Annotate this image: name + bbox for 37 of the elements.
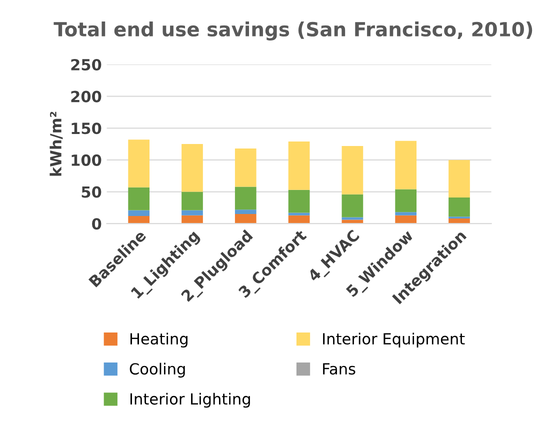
y-tick-label: 100: [72, 154, 102, 166]
bar: [182, 210, 203, 216]
bar: [342, 146, 364, 194]
bar: [128, 187, 150, 210]
y-tick-label: 200: [71, 90, 102, 102]
y-axis-title: kWh/m²: [50, 112, 63, 176]
legend-label: Cooling: [130, 362, 185, 378]
legend-label: Interior Equipment: [323, 332, 465, 348]
bar: [288, 212, 310, 216]
bar: [395, 140, 417, 190]
legend-label: Fans: [323, 363, 356, 375]
bar: [395, 215, 417, 224]
bar: [448, 198, 470, 217]
bar: [395, 212, 417, 216]
y-tick-label: 250: [71, 58, 102, 71]
y-tick-label: 150: [72, 122, 102, 134]
bar: [128, 140, 150, 188]
legend-label: Heating: [130, 332, 188, 348]
y-tick-label: 50: [82, 186, 102, 198]
bar: [182, 192, 203, 210]
bar: [234, 210, 256, 214]
bar: [128, 216, 150, 224]
bar: [234, 186, 256, 210]
legend-label: Interior Lighting: [130, 392, 250, 408]
bar: [288, 190, 310, 213]
chart-title: Total end use savings (San Francisco, 2010): [54, 22, 532, 40]
y-tick-label: 0: [92, 218, 102, 230]
bar: [182, 215, 203, 224]
bar: [234, 214, 256, 224]
bar: [342, 194, 364, 218]
bar: [234, 148, 256, 187]
bar: [288, 142, 310, 190]
bar: [448, 160, 470, 198]
bar: [342, 217, 364, 220]
bar: [395, 189, 417, 212]
bar: [128, 210, 150, 216]
bar: [182, 144, 203, 192]
